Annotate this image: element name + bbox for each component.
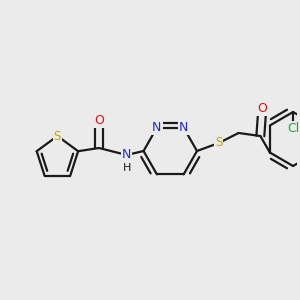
Text: Cl: Cl	[287, 122, 299, 134]
Text: S: S	[215, 136, 223, 149]
Text: N: N	[179, 121, 188, 134]
Text: H: H	[122, 163, 131, 173]
Text: O: O	[257, 101, 267, 115]
Text: N: N	[122, 148, 131, 161]
Text: O: O	[94, 113, 104, 127]
Text: N: N	[152, 121, 162, 134]
Text: S: S	[54, 130, 61, 142]
